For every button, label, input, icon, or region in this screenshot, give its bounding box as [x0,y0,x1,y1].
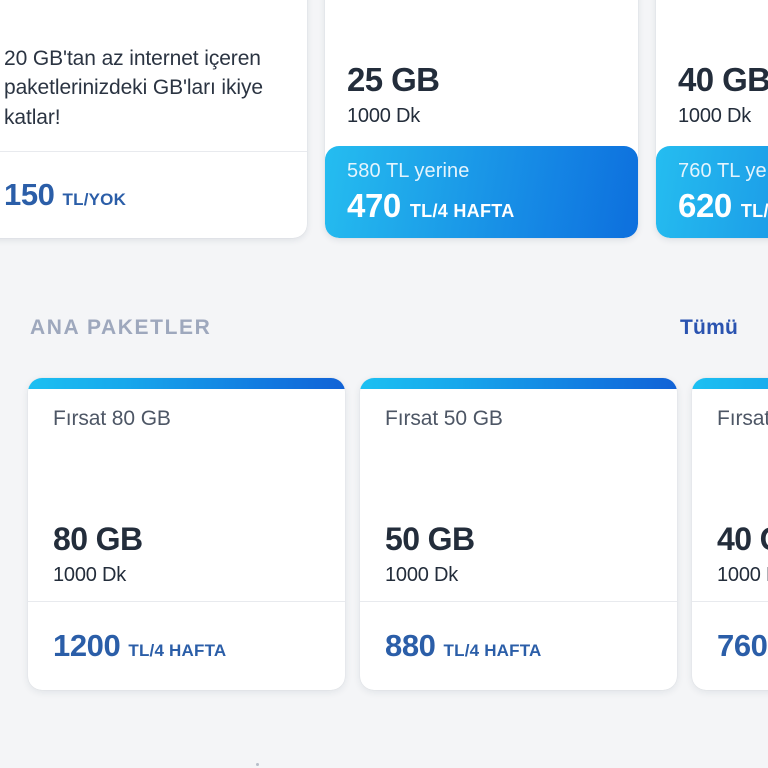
promo-description: 20 GB'tan az internet içeren paketlerini… [4,46,263,130]
price-amount: 150 [4,177,55,212]
promo-price-footer: 150 TL/YOK [0,151,307,238]
section-header-ana-paketler: ANA PAKETLER Tümü [0,300,768,356]
card-accent-bar [692,378,768,389]
package-minutes: 1000 Dk [53,564,127,586]
price-line: 760 TL/4 HAFTA [717,628,768,664]
package-price-footer: 1200 TL/4 HAFTA [28,601,345,690]
promo-carousel[interactable]: 20 GB'tan az internet içeren paketlerini… [0,0,768,238]
spacer [717,431,768,523]
package-quota: 80 GB [53,521,143,558]
package-quota: 40 GB [717,521,768,558]
price-line: 150 TL/YOK [4,177,126,213]
package-card-firsat-40gb[interactable]: Fırsat 40 GB 40 GB 1000 Dk 760 TL/4 HAFT… [692,378,768,690]
pager-dot-icon [256,763,259,766]
price-unit: TL/4 HAFTA [128,641,227,660]
promo-price-footer-gradient: 760 TL yerine 620 TL/4 HAFTA [656,146,768,238]
price-line: 1200 TL/4 HAFTA [53,628,226,664]
package-quota: 50 GB [385,521,475,558]
package-minutes: 1000 Dk [717,564,768,586]
promo-card-body: 20 GB'tan az internet içeren paketlerini… [0,0,307,151]
price-line: 620 TL/4 HAFTA [678,187,768,225]
package-name: Fırsat 80 GB [53,407,171,430]
price-unit: TL/4 HAFTA [740,201,768,221]
promo-minutes: 1000 Dk [347,105,421,127]
promo-old-price: 760 TL yerine [678,160,768,182]
package-card-firsat-50gb[interactable]: Fırsat 50 GB 50 GB 1000 Dk 880 TL/4 HAFT… [360,378,677,690]
card-accent-bar [28,378,345,389]
spacer [53,431,320,523]
package-price-footer: 760 TL/4 HAFTA [692,601,768,690]
price-unit: TL/4 HAFTA [409,201,515,221]
price-amount: 620 [678,187,732,224]
see-all-link[interactable]: Tümü [680,316,738,339]
package-name: Fırsat 40 GB [717,407,768,430]
promo-price-footer-gradient: 580 TL yerine 470 TL/4 HAFTA [325,146,638,238]
promo-quota: 40 GB [678,61,768,99]
price-amount: 760 [717,628,768,663]
package-name: Fırsat 50 GB [385,407,503,430]
price-unit: TL/YOK [62,190,127,209]
promo-card-40gb[interactable]: 40 GB 1000 Dk 760 TL yerine 620 TL/4 HAF… [656,0,768,238]
package-card-body: Fırsat 80 GB 80 GB 1000 Dk [28,389,345,601]
price-amount: 880 [385,628,436,663]
promo-old-price: 580 TL yerine [347,160,470,182]
section-title: ANA PAKETLER [30,316,212,339]
price-line: 470 TL/4 HAFTA [347,187,616,225]
price-amount: 1200 [53,628,121,663]
price-amount: 470 [347,187,401,224]
price-line: 880 TL/4 HAFTA [385,628,542,664]
main-packages-carousel[interactable]: Fırsat 80 GB 80 GB 1000 Dk 1200 TL/4 HAF… [28,378,768,690]
package-minutes: 1000 Dk [385,564,459,586]
package-card-body: Fırsat 50 GB 50 GB 1000 Dk [360,389,677,601]
promo-quota: 25 GB [347,61,440,99]
spacer [385,431,652,523]
promo-minutes: 1000 Dk [678,105,752,127]
package-price-footer: 880 TL/4 HAFTA [360,601,677,690]
package-card-body: Fırsat 40 GB 40 GB 1000 Dk [692,389,768,601]
promo-card-double-gb[interactable]: 20 GB'tan az internet içeren paketlerini… [0,0,307,238]
promo-card-body: 25 GB 1000 Dk [325,0,638,146]
price-unit: TL/4 HAFTA [443,641,542,660]
promo-card-25gb[interactable]: 25 GB 1000 Dk 580 TL yerine 470 TL/4 HAF… [325,0,638,238]
card-accent-bar [360,378,677,389]
package-card-firsat-80gb[interactable]: Fırsat 80 GB 80 GB 1000 Dk 1200 TL/4 HAF… [28,378,345,690]
promo-card-body: 40 GB 1000 Dk [656,0,768,146]
